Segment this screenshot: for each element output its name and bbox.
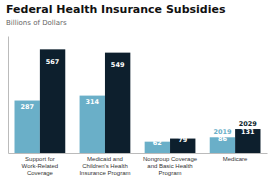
data-label: 62 (153, 139, 162, 147)
x-tick-label-line: Medicare (223, 156, 248, 162)
title: Federal Health Insurance Subsidies (6, 3, 226, 16)
y-axis-label: Billions of Dollars (6, 19, 67, 27)
bars (15, 49, 261, 153)
bar (40, 49, 65, 153)
data-label: 86 (218, 135, 228, 143)
x-tick-label-line: Medicaid and (87, 156, 123, 162)
x-tick-label-line: Nongroup Coverage (143, 156, 198, 162)
x-tick-label-line: Work-Related (22, 163, 59, 169)
x-tick-label-line: Insurance Program (79, 170, 130, 176)
x-tick-label: Nongroup Coverageand Basic HealthProgram (143, 156, 198, 176)
x-axis: Support forWork-RelatedCoverage Medicaid … (9, 153, 268, 176)
x-axis-line (9, 153, 268, 154)
bar (15, 101, 40, 153)
x-tick-label-line: and Basic Health (147, 163, 192, 169)
data-label: 131 (241, 128, 255, 136)
x-tick: Medicare (223, 153, 248, 162)
data-label: 287 (20, 103, 34, 111)
bar (105, 53, 130, 153)
x-tick: Medicaid andChildren's HealthInsurance P… (79, 153, 130, 176)
x-tick-label: Medicare (223, 156, 248, 162)
series-label: 2019 (213, 128, 232, 136)
data-label: 567 (46, 58, 60, 66)
data-labels: 287 314 62 86 567 549 79 131 2019 2029 (20, 58, 257, 147)
x-tick-label-line: Support for (25, 156, 55, 162)
x-tick-label-line: Children's Health (82, 163, 128, 169)
x-tick-label: Medicaid andChildren's HealthInsurance P… (79, 156, 130, 176)
data-label: 549 (111, 61, 125, 69)
series-label: 2029 (239, 120, 258, 128)
data-label: 314 (85, 98, 99, 106)
x-tick-label-line: Coverage (27, 170, 54, 176)
y-axis (8, 37, 9, 154)
chart: Federal Health Insurance Subsidies Billio… (0, 0, 275, 183)
y-axis-line (8, 37, 9, 154)
x-tick-label-line: Program (159, 170, 182, 176)
x-tick-label: Support forWork-RelatedCoverage (22, 156, 59, 176)
bar (80, 96, 105, 153)
x-tick: Nongroup Coverageand Basic HealthProgram (143, 153, 198, 176)
data-label: 79 (178, 136, 188, 144)
x-tick: Support forWork-RelatedCoverage (22, 153, 59, 176)
plot: Support forWork-RelatedCoverage Medicaid … (9, 37, 268, 177)
